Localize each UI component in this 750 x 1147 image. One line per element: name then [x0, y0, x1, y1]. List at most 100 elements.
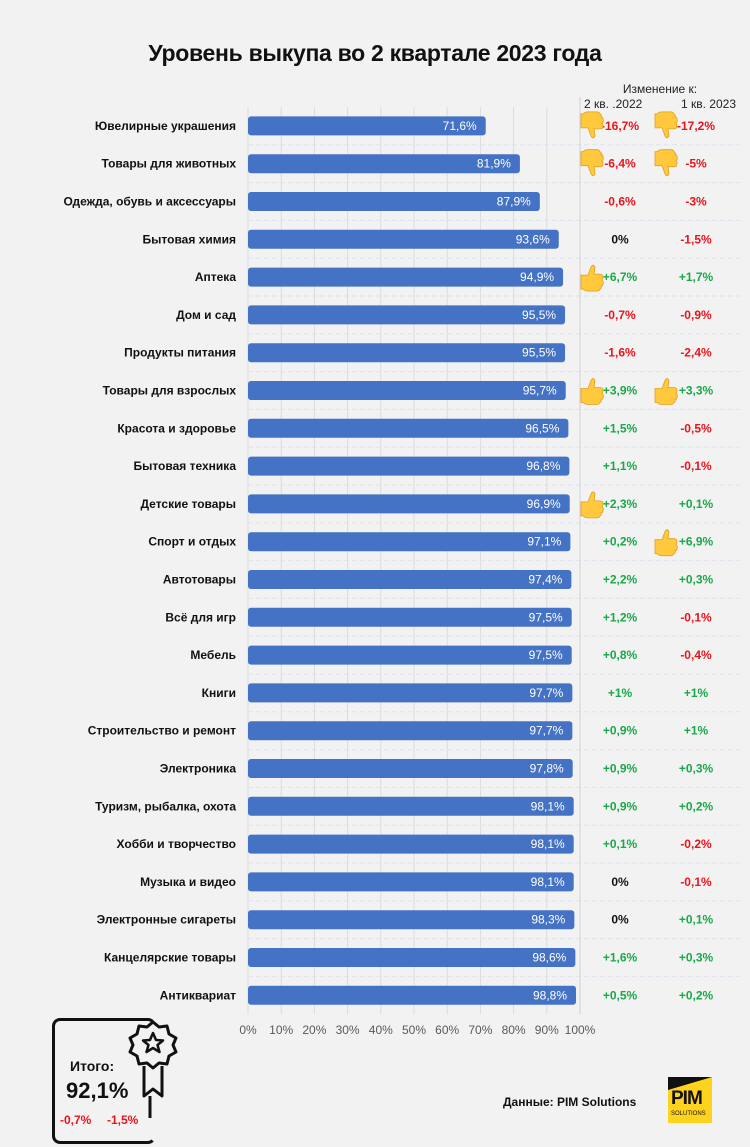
category-label: Электронные сигареты [97, 913, 236, 927]
total-frame [52, 1018, 156, 1144]
bar [248, 796, 574, 816]
change-q1-2023: -0,9% [680, 308, 712, 322]
change-q2-2022: +3,9% [603, 384, 638, 398]
category-label: Электроника [160, 762, 237, 776]
bar-value-label: 87,9% [497, 195, 531, 209]
change-q1-2023: +1% [684, 724, 709, 738]
bar-value-label: 93,6% [516, 232, 550, 246]
change-q1-2023: -0,1% [680, 459, 712, 473]
x-tick-label: 80% [502, 1023, 526, 1037]
category-label: Туризм, рыбалка, охота [95, 799, 236, 813]
bar [248, 192, 540, 211]
category-label: Одежда, обувь и аксессуары [63, 195, 236, 209]
x-tick-label: 50% [402, 1023, 426, 1037]
change-q1-2023: +0,3% [679, 951, 714, 965]
bar-value-label: 94,9% [520, 270, 554, 284]
bar-value-label: 95,5% [522, 308, 556, 322]
change-q2-2022: +0,9% [603, 724, 638, 738]
bar [248, 343, 566, 363]
change-q1-2023: -17,2% [677, 119, 715, 133]
category-label: Аптека [195, 270, 236, 284]
category-label: Спорт и отдых [148, 535, 236, 549]
change-q2-2022: +0,1% [603, 837, 638, 851]
bar-value-label: 98,3% [531, 913, 565, 927]
bar [248, 910, 575, 930]
bar [248, 721, 573, 741]
change-q2-2022: +0,5% [603, 988, 638, 1002]
category-label: Бытовая техника [133, 459, 236, 473]
bar [248, 570, 572, 589]
change-q1-2023: +1% [684, 686, 709, 700]
bar-value-label: 96,5% [525, 421, 559, 435]
change-q1-2023: -0,5% [680, 421, 712, 435]
bar [248, 683, 573, 703]
change-q2-2022: 0% [611, 913, 629, 927]
bar [248, 948, 576, 967]
thumbs-down-icon [580, 149, 604, 177]
category-label: Автотовары [163, 573, 236, 587]
change-q2-2022: +6,7% [603, 270, 638, 284]
category-label: Канцелярские товары [104, 951, 236, 965]
bar [248, 381, 566, 400]
total-value: 92,1% [66, 1078, 129, 1103]
category-label: Антиквариат [160, 988, 236, 1002]
bar-value-label: 97,7% [529, 724, 563, 738]
change-q2-2022: -1,6% [604, 346, 636, 360]
bar [248, 645, 572, 665]
x-tick-label: 10% [269, 1023, 293, 1037]
category-label: Мебель [190, 648, 236, 662]
category-label: Строительство и ремонт [88, 724, 236, 738]
bar [248, 759, 573, 778]
change-q2-2022: +1,2% [603, 610, 638, 624]
bar [248, 418, 569, 438]
change-q1-2023: +0,2% [679, 799, 714, 813]
bar-value-label: 81,9% [477, 157, 511, 171]
thumbs-up-icon [654, 529, 678, 557]
bar [248, 607, 572, 627]
category-label: Книги [202, 686, 236, 700]
change-q2-2022: +1,1% [603, 459, 638, 473]
chart-title: Уровень выкупа во 2 квартале 2023 года [148, 40, 602, 66]
change-q1-2023: +0,2% [679, 988, 714, 1002]
category-label: Детские товары [140, 497, 236, 511]
bar [248, 985, 577, 1005]
change-q1-2023: -0,2% [680, 837, 712, 851]
change-header: Изменение к: 2 кв. .2022 1 кв. 2023 [580, 82, 740, 112]
bar-value-label: 98,6% [532, 951, 566, 965]
change-q2-2022: +1,5% [603, 421, 638, 435]
change-q2-2022: +0,8% [603, 648, 638, 662]
change-q2-2022: -0,7% [604, 308, 636, 322]
change-q1-2023: -0,1% [680, 610, 712, 624]
x-tick-label: 100% [565, 1023, 596, 1037]
award-ribbon-icon [128, 1020, 178, 1118]
bar [248, 456, 570, 476]
x-tick-label: 0% [239, 1023, 257, 1037]
category-label: Ювелирные украшения [95, 119, 236, 133]
category-label: Товары для взрослых [103, 384, 237, 398]
bar-value-label: 97,5% [529, 610, 563, 624]
change-q1-2023: +0,3% [679, 762, 714, 776]
category-label: Товары для животных [102, 157, 237, 171]
total-change-q2-2022: -0,7% [60, 1113, 92, 1127]
logo-sub-text: SOLUTIONS [671, 1111, 706, 1117]
bar [248, 532, 571, 552]
bar-value-label: 97,8% [530, 762, 564, 776]
change-q1-2023: +3,3% [679, 384, 714, 398]
change-q2-2022: -0,6% [604, 195, 636, 209]
bar-value-label: 71,6% [443, 119, 477, 133]
change-q2-2022: 0% [611, 875, 629, 889]
logo-triangle [668, 1077, 712, 1090]
change-q1-2023: +1,7% [679, 270, 714, 284]
change-q2-2022: -16,7% [601, 119, 639, 133]
bar-value-label: 96,9% [527, 497, 561, 511]
category-label: Музыка и видео [140, 875, 236, 889]
category-label: Бытовая химия [143, 232, 236, 246]
change-q2-2022: +2,3% [603, 497, 638, 511]
change-header-col2: 1 кв. 2023 [681, 97, 736, 111]
change-q2-2022: -6,4% [604, 157, 636, 171]
x-tick-label: 30% [336, 1023, 360, 1037]
thumbs-up-icon [580, 378, 604, 405]
thumbs-down-icon [654, 149, 678, 177]
bar-value-label: 95,5% [522, 346, 556, 360]
bar [248, 305, 566, 325]
